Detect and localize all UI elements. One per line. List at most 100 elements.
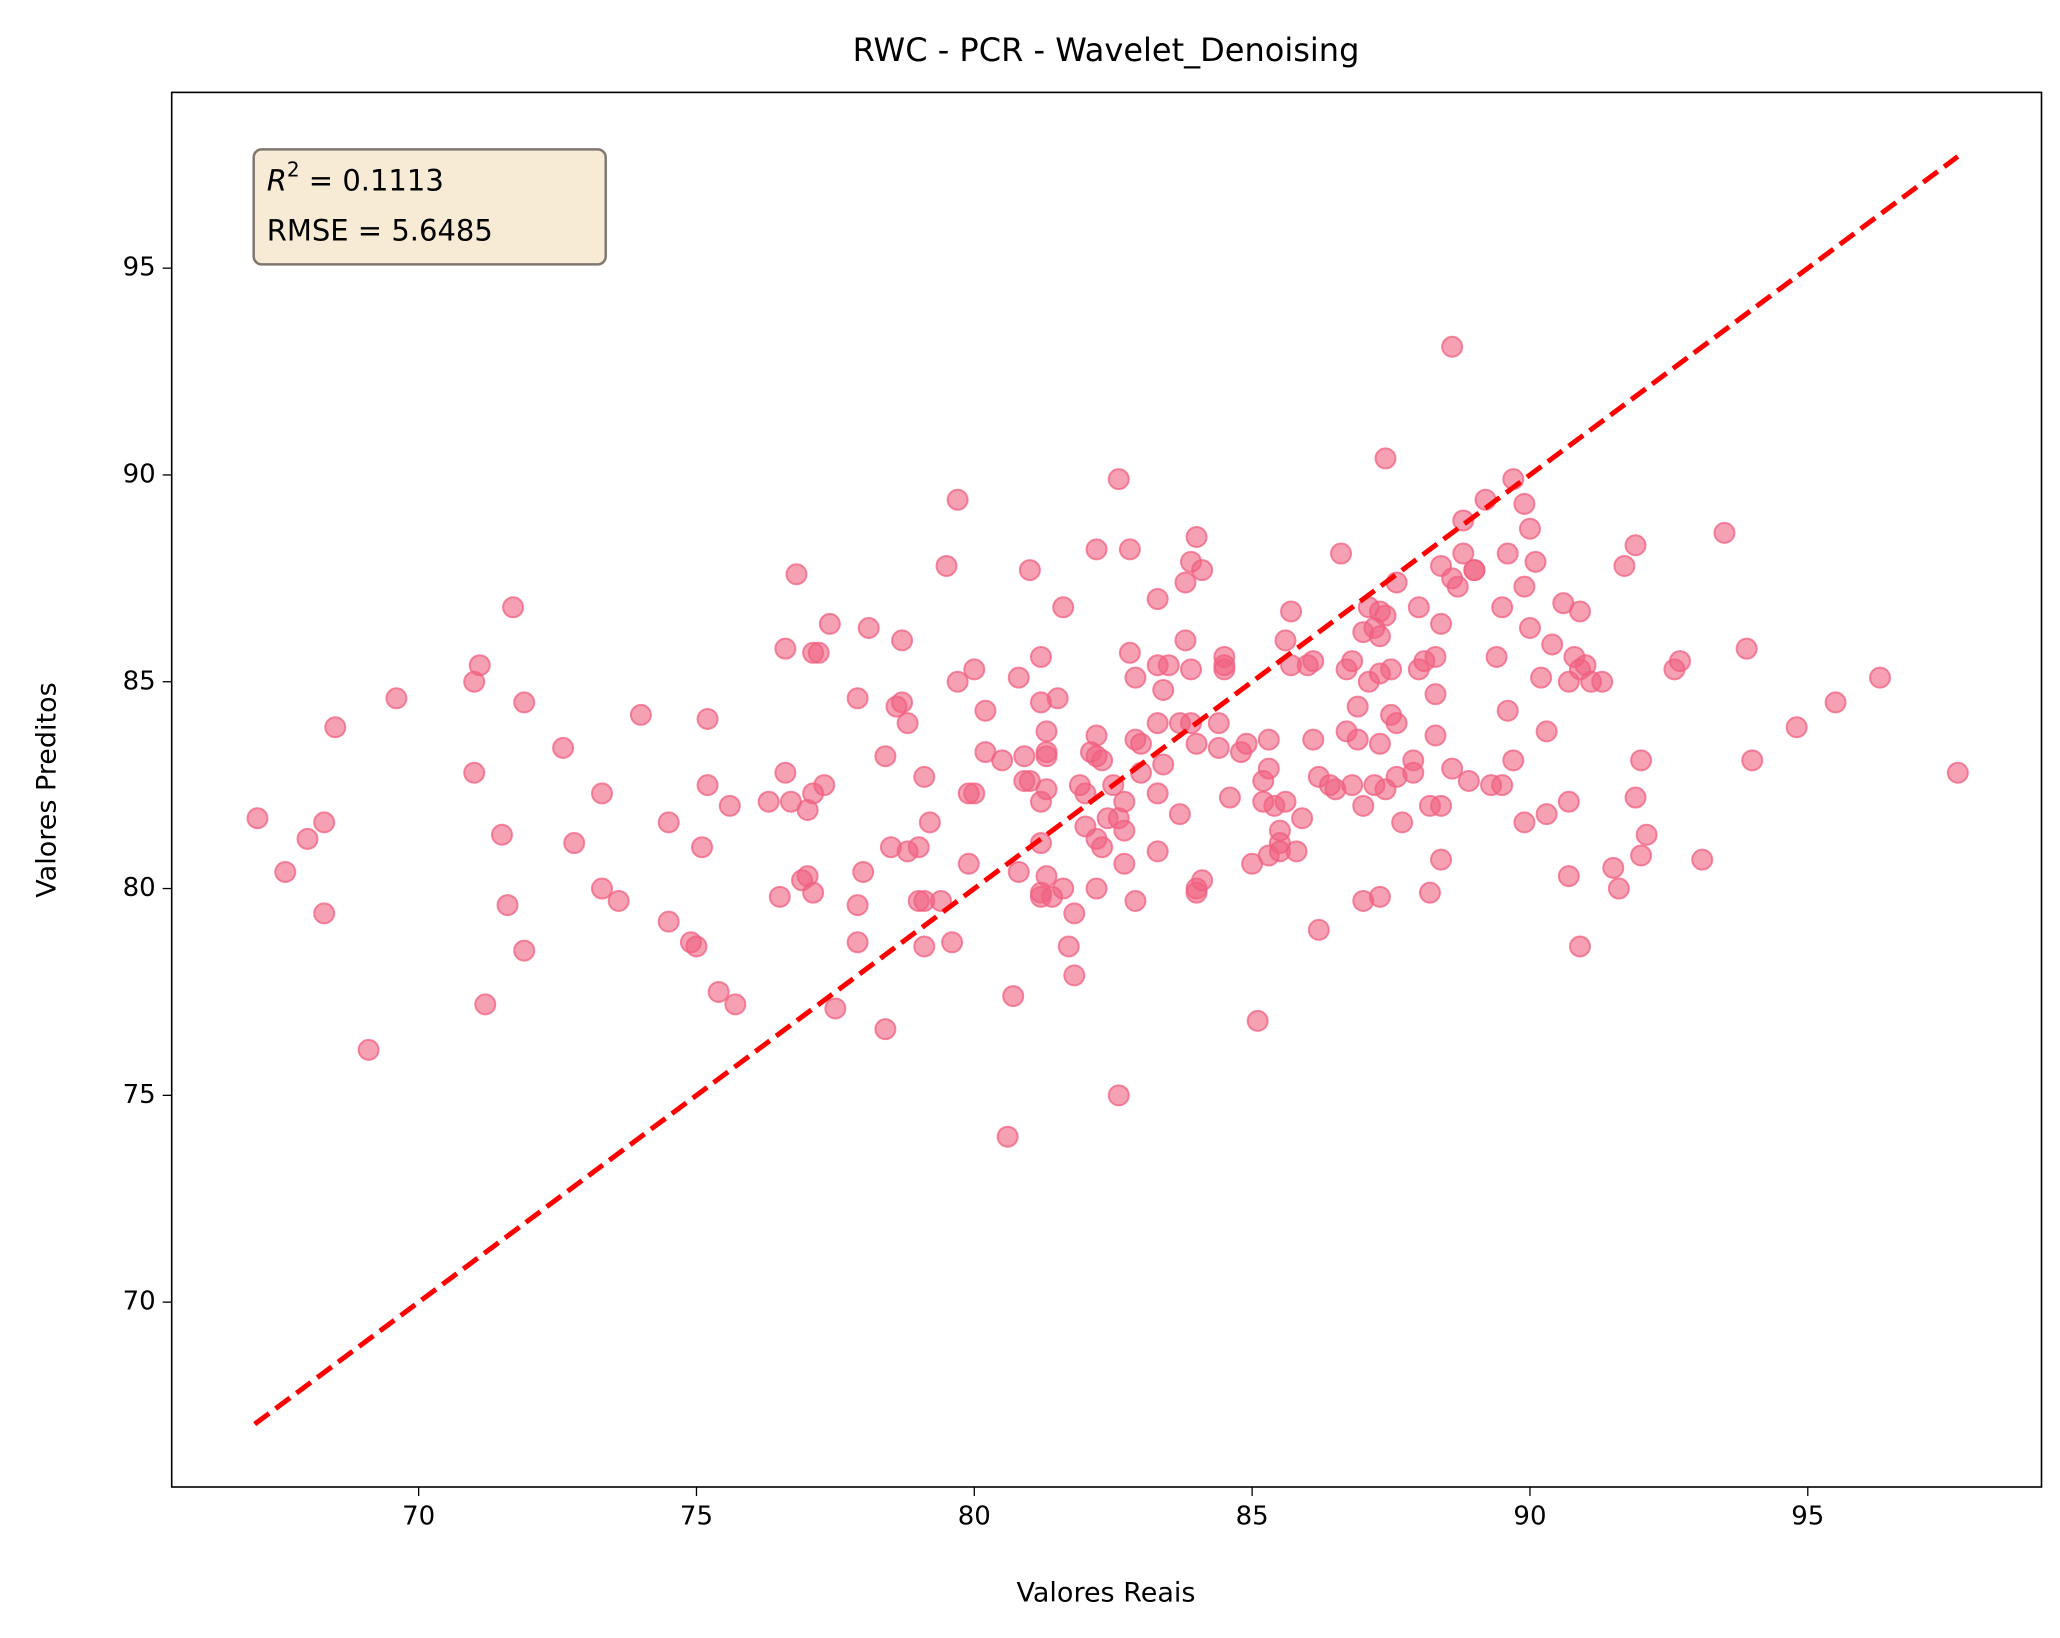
axes-frame <box>170 91 2043 1488</box>
y-tick-label: 95 <box>123 253 156 283</box>
point <box>1235 732 1258 755</box>
point <box>1557 790 1580 813</box>
point <box>1191 869 1214 892</box>
point <box>1541 633 1564 656</box>
point <box>1346 728 1369 751</box>
point <box>463 761 486 784</box>
point <box>1346 695 1369 718</box>
reference-line <box>253 154 1960 1427</box>
point <box>846 931 869 954</box>
point <box>685 935 708 958</box>
point <box>1257 757 1280 780</box>
point <box>1185 526 1208 549</box>
point <box>1491 596 1514 619</box>
point <box>1424 645 1447 668</box>
point <box>1113 790 1136 813</box>
point <box>785 563 808 586</box>
point <box>1046 687 1069 710</box>
point <box>1602 856 1625 879</box>
point <box>1168 803 1191 826</box>
point <box>313 811 336 834</box>
point <box>1307 918 1330 941</box>
point <box>846 894 869 917</box>
point <box>468 654 491 677</box>
point <box>1180 712 1203 735</box>
x-tick-label: 80 <box>958 1502 991 1532</box>
point <box>1002 985 1025 1008</box>
point <box>1624 534 1647 557</box>
point <box>918 811 941 834</box>
point <box>1502 749 1525 772</box>
point <box>1174 629 1197 652</box>
point <box>1441 335 1464 358</box>
point <box>274 861 297 884</box>
point <box>1741 749 1764 772</box>
point <box>1018 559 1041 582</box>
point <box>774 761 797 784</box>
annotation-r2: R2 = 0.1113 <box>267 157 444 198</box>
x-axis-label: Valores Reais <box>1017 1578 1196 1609</box>
point <box>657 910 680 933</box>
point <box>490 823 513 846</box>
point <box>246 807 269 830</box>
point <box>1946 761 1969 784</box>
point <box>1607 877 1630 900</box>
point <box>552 736 575 759</box>
x-tick-label: 90 <box>1513 1502 1546 1532</box>
point <box>1218 786 1241 809</box>
point <box>1091 749 1114 772</box>
x-tick-label: 75 <box>680 1502 713 1532</box>
x-tick-label: 70 <box>402 1502 435 1532</box>
point <box>496 894 519 917</box>
point <box>852 861 875 884</box>
point <box>1146 782 1169 805</box>
point <box>907 836 930 859</box>
point <box>913 935 936 958</box>
y-axis-label: Valores Preditos <box>32 682 63 897</box>
y-tick-label: 90 <box>123 459 156 489</box>
point <box>1446 575 1469 598</box>
point <box>891 691 914 714</box>
point <box>896 712 919 735</box>
point <box>1430 794 1453 817</box>
point <box>1613 554 1636 577</box>
point <box>1341 650 1364 673</box>
point <box>1185 732 1208 755</box>
point <box>1074 782 1097 805</box>
point <box>1485 645 1508 668</box>
point <box>1146 588 1169 611</box>
point <box>1513 811 1536 834</box>
point <box>1152 679 1175 702</box>
point <box>1085 538 1108 561</box>
y-tick-label: 75 <box>123 1080 156 1110</box>
point <box>1257 728 1280 751</box>
point <box>1174 571 1197 594</box>
point <box>963 658 986 681</box>
point <box>563 832 586 855</box>
point <box>1691 848 1714 871</box>
point <box>1107 468 1130 491</box>
point <box>1085 877 1108 900</box>
point <box>1274 790 1297 813</box>
point <box>502 596 525 619</box>
point <box>946 488 969 511</box>
point <box>1035 745 1058 768</box>
point <box>1213 658 1236 681</box>
point <box>935 554 958 577</box>
point <box>1368 625 1391 648</box>
point <box>1274 629 1297 652</box>
y-tick-label: 85 <box>123 666 156 696</box>
point <box>296 827 319 850</box>
point <box>768 885 791 908</box>
point <box>1063 964 1086 987</box>
point <box>591 782 614 805</box>
point <box>1157 654 1180 677</box>
point <box>1063 902 1086 925</box>
point <box>857 616 880 639</box>
point <box>718 794 741 817</box>
point <box>963 782 986 805</box>
point <box>1368 885 1391 908</box>
point <box>846 687 869 710</box>
point <box>691 836 714 859</box>
point <box>1057 935 1080 958</box>
